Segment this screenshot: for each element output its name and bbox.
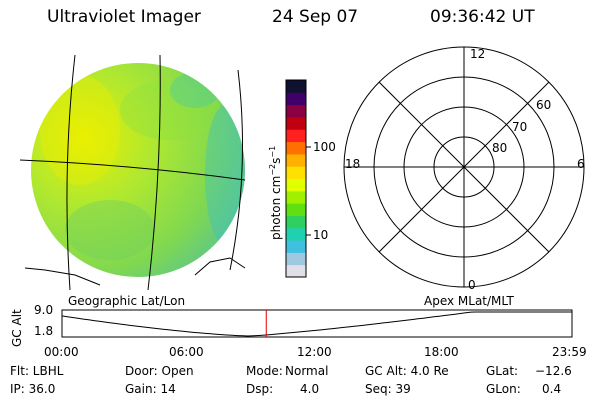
ip-info: IP: 36.0 (10, 382, 56, 396)
colorbar-segment (286, 252, 306, 266)
colorbar-segment (286, 215, 306, 229)
unit-exp: −1 (268, 145, 277, 158)
longitude-line (229, 69, 243, 271)
altitude-plot (61, 309, 573, 338)
alt-xtick: 12:00 (297, 345, 332, 359)
right-panel-label: Apex MLat/MLT (424, 294, 514, 308)
door-info: Door: Open (125, 364, 194, 378)
mlt-label-18: 18 (345, 157, 361, 171)
colorbar-segment (286, 153, 306, 167)
alt-xtick: 23:59 (552, 345, 587, 359)
colorbar-segment (286, 264, 306, 278)
alt-ytick: 9.0 (34, 303, 54, 317)
alt-xtick: 06:00 (169, 345, 204, 359)
coastline (194, 257, 246, 276)
unit-exp: −2 (268, 163, 277, 176)
colorbar-segment (286, 203, 306, 216)
alt-ylabel: GC Alt (10, 309, 24, 347)
seq-info: Seq: 39 (365, 382, 411, 396)
mlt-label-0: 0 (468, 278, 476, 292)
mlat-label-70: 70 (512, 120, 528, 134)
longitude-line (147, 54, 161, 291)
mode-value: Normal (285, 364, 329, 378)
colorbar-segment (286, 104, 306, 118)
filter-info: Flt: LBHL (10, 364, 64, 378)
glat-value: −12.6 (535, 364, 572, 378)
mlat-label-60: 60 (536, 98, 552, 112)
date-label: 24 Sep 07 (272, 7, 359, 27)
alt-xtick: 00:00 (44, 345, 79, 359)
glat-label: GLat: (486, 364, 519, 378)
mlt-label-12: 12 (470, 47, 486, 61)
polar-grid (343, 46, 585, 288)
mlat-label-80: 80 (492, 141, 508, 155)
colorbar-segment (286, 141, 306, 155)
dsp-label: Dsp: (246, 382, 274, 396)
glon-value: 0.4 (542, 382, 562, 396)
time-label: 09:36:42 UT (430, 7, 535, 27)
dsp-value: 4.0 (300, 382, 320, 396)
coastline (24, 267, 101, 286)
altitude-curve (61, 311, 572, 337)
mode-label: Mode: (246, 364, 283, 378)
gcalt-info: GC Alt: 4.0 Re (365, 364, 449, 378)
colorbar-segment (286, 240, 306, 253)
unit-text: s (269, 157, 283, 164)
colorbar-segment (286, 80, 306, 93)
colorbar-segment (286, 190, 306, 204)
gain-info: Gain: 14 (125, 382, 176, 396)
mlt-label-6: 6 (577, 157, 585, 171)
colorbar-segment (286, 129, 306, 143)
alt-xtick: 18:00 (424, 345, 459, 359)
longitude-line (66, 54, 76, 291)
left-panel-label: Geographic Lat/Lon (68, 294, 186, 308)
glon-label: GLon: (486, 382, 521, 396)
colorbar-tick-label: 100 (313, 140, 336, 154)
colorbar-tick-label: 10 (313, 228, 329, 242)
latitude-line (19, 159, 246, 181)
colorbar-segment (286, 166, 306, 179)
instrument-title: Ultraviolet Imager (47, 7, 201, 27)
colorbar-segment (286, 227, 306, 241)
unit-text: photon cm (269, 175, 283, 240)
colorbar (285, 79, 311, 278)
colorbar-segment (286, 178, 306, 192)
colorbar-segment (286, 116, 306, 130)
uv-image-disk (19, 54, 246, 291)
colorbar-segment (286, 92, 306, 106)
colorbar-unit-label: photon cm−2s−1 (268, 146, 283, 240)
alt-ytick: 1.8 (34, 324, 54, 338)
